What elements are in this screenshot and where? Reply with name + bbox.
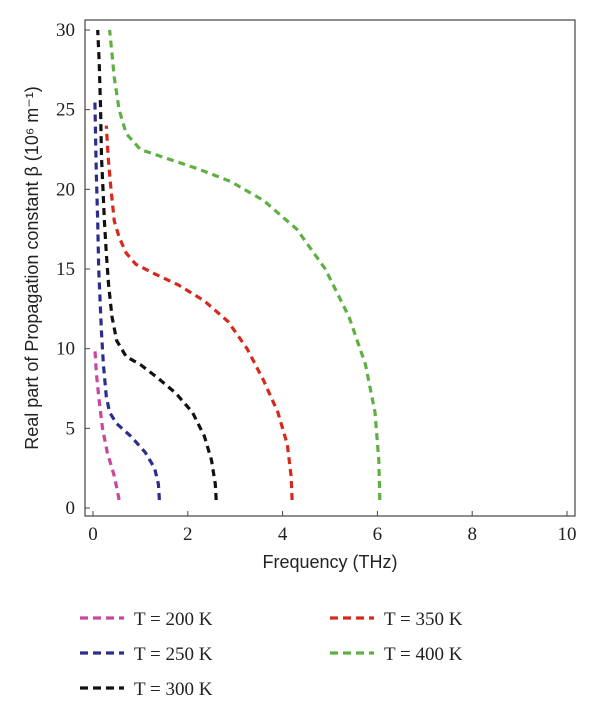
legend-label-3: T = 300 K [134,679,213,700]
series-line-4 [104,125,294,501]
y-axis-ticks: 0 5 10 15 20 25 30 [56,20,90,519]
y-tick-label: 0 [66,498,76,519]
x-axis-label: Frequency (THz) [262,552,397,572]
y-tick-label: 30 [56,20,75,41]
x-tick-label: 10 [558,524,577,545]
y-tick-label: 15 [56,259,75,280]
x-tick-label: 4 [278,524,288,545]
y-tick-label: 10 [56,339,75,360]
x-tick-label: 8 [467,524,477,545]
legend-label-5: T = 400 K [384,644,463,665]
y-tick-label: 5 [66,418,76,439]
x-axis-ticks: 0 2 4 6 8 10 [88,511,577,545]
legend-label-4: T = 350 K [384,609,463,630]
series-lines [93,29,382,501]
series-line-1 [93,348,121,501]
series-line-3 [96,29,218,501]
legend-label-2: T = 250 K [134,644,213,665]
series-line-5 [108,29,382,501]
plot-frame [84,19,576,517]
x-tick-label: 0 [88,524,98,545]
y-tick-label: 25 [56,100,75,121]
x-tick-label: 2 [183,524,193,545]
x-tick-label: 6 [373,524,383,545]
legend-label-1: T = 200 K [134,609,213,630]
y-tick-label: 20 [56,179,75,200]
y-axis-label: Real part of Propagation constant β (10⁶… [22,86,42,449]
series-line-2 [93,101,161,501]
legend: T = 200 K T = 250 K T = 300 K T = 350 K T = … [80,609,463,700]
